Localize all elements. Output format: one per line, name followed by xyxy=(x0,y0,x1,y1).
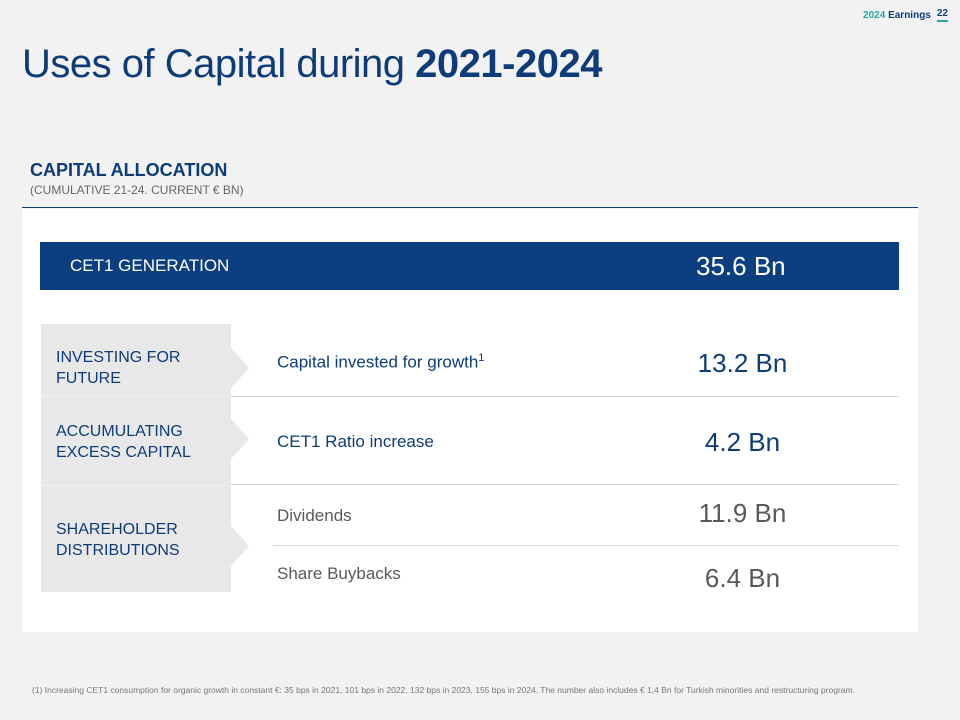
category-label: SHAREHOLDER DISTRIBUTIONS xyxy=(56,521,180,559)
chevron-right-icon xyxy=(231,348,249,388)
category-accumulating: ACCUMULATING EXCESS CAPITAL xyxy=(41,396,249,486)
row-divider xyxy=(273,545,899,546)
category-shareholder: SHAREHOLDER DISTRIBUTIONS xyxy=(41,485,249,592)
row-value-buybacks: 6.4 Bn xyxy=(704,563,781,593)
section-divider xyxy=(22,207,918,208)
row-value-capital-invested: 13.2 Bn xyxy=(697,348,788,378)
row-label-capital-invested: Capital invested for growth1 xyxy=(277,352,485,372)
chevron-right-icon xyxy=(231,419,249,459)
row-divider xyxy=(231,484,899,485)
title-bold: 2021-2024 xyxy=(415,42,602,86)
row-value-cet1-increase: 4.2 Bn xyxy=(704,427,781,457)
header-section: Earnings xyxy=(888,9,931,21)
cet1-value: 35.6 Bn xyxy=(696,251,786,281)
row-value-dividends: 11.9 Bn xyxy=(698,498,787,528)
row-label-dividends: Dividends xyxy=(277,506,352,525)
header-year: 2024 xyxy=(863,9,886,21)
row-label-cet1-increase: CET1 Ratio increase xyxy=(277,432,434,451)
cet1-generation-bar: CET1 GENERATION 35.6 Bn xyxy=(40,242,899,290)
section-subheading: (CUMULATIVE 21-24. CURRENT € BN) xyxy=(30,183,244,197)
cet1-label: CET1 GENERATION xyxy=(70,256,230,275)
page-title: Uses of Capital during 2021-2024 xyxy=(22,42,602,87)
footnote: (1) Increasing CET1 consumption for orga… xyxy=(32,685,855,695)
category-label: ACCUMULATING EXCESS CAPITAL xyxy=(56,423,191,461)
section-heading-block: CAPITAL ALLOCATION (CUMULATIVE 21-24. CU… xyxy=(30,160,244,197)
footnote-marker: 1 xyxy=(478,352,485,364)
row-label-buybacks: Share Buybacks xyxy=(277,564,401,583)
title-regular: Uses of Capital during xyxy=(22,42,416,86)
category-investing: INVESTING FOR FUTURE xyxy=(41,324,249,396)
page-number: 22 xyxy=(936,8,948,22)
row-divider xyxy=(231,396,899,397)
chevron-right-icon xyxy=(231,526,249,566)
section-heading: CAPITAL ALLOCATION xyxy=(30,160,228,180)
page-header: 2024 Earnings 22 xyxy=(863,8,948,22)
category-label: INVESTING FOR FUTURE xyxy=(56,349,181,387)
